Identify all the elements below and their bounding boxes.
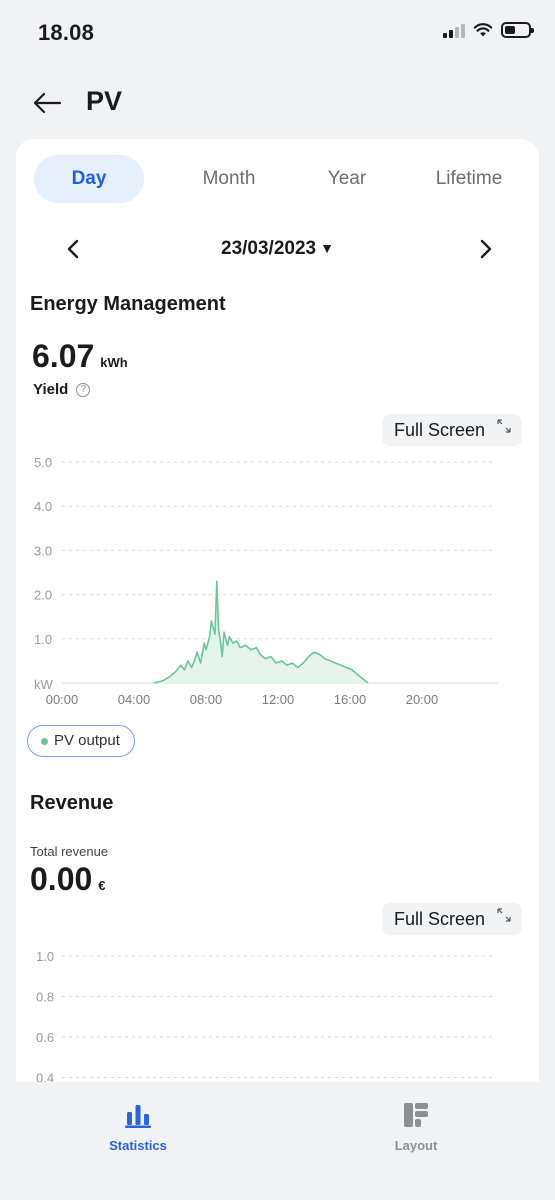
nav-layout-label: Layout — [394, 1138, 438, 1153]
date-picker[interactable]: 23/03/2023 ▼ — [16, 238, 539, 260]
legend-dot — [41, 738, 48, 745]
total-revenue-label: Total revenue — [30, 844, 109, 859]
period-tabs: Day Month Year Lifetime — [34, 155, 524, 203]
status-icons — [443, 22, 534, 38]
battery-icon — [501, 22, 534, 38]
page-title: PV — [86, 86, 123, 116]
chevron-left-icon[interactable] — [58, 233, 90, 265]
wifi-icon — [473, 23, 493, 37]
y-tick-label: 5.0 — [34, 455, 52, 470]
x-tick-label: 08:00 — [190, 692, 223, 707]
x-tick-label: 00:00 — [46, 692, 79, 707]
y-unit-label: kW — [34, 677, 54, 692]
signal-icon — [443, 22, 465, 38]
x-tick-label: 16:00 — [334, 692, 367, 707]
yield-label-row: Yield ? — [33, 381, 91, 398]
y-tick-label: 2.0 — [34, 588, 52, 603]
revenue-chart: 1.0 0.8 0.6 0.4 — [36, 949, 494, 1083]
nav-statistics[interactable]: Statistics — [78, 1100, 198, 1153]
bar-chart-icon — [125, 1105, 151, 1128]
legend-label: PV output — [54, 732, 120, 749]
tab-month[interactable]: Month — [202, 168, 256, 189]
nav-statistics-label: Statistics — [109, 1138, 167, 1153]
fullscreen-label: Full Screen — [394, 420, 486, 440]
tab-year[interactable]: Year — [327, 168, 367, 189]
revenue-unit: € — [98, 878, 106, 893]
yield-label: Yield — [33, 381, 69, 398]
y-tick-label: 0.6 — [36, 1030, 54, 1045]
y-tick-label: 4.0 — [34, 499, 52, 514]
energy-section-title: Energy Management — [30, 293, 226, 315]
tab-day[interactable]: Day — [34, 155, 144, 203]
yield-value: 6.07 — [32, 338, 95, 374]
arrow-left-icon — [33, 92, 62, 114]
series-area-pv-output — [153, 581, 368, 683]
legend-pv-output[interactable]: PV output — [27, 725, 135, 757]
app-header: PV — [0, 80, 555, 124]
y-tick-label: 3.0 — [34, 543, 52, 558]
bottom-navigation: Statistics Layout — [0, 1082, 555, 1200]
date-selector: 23/03/2023 ▼ — [16, 231, 539, 267]
revenue-section-title: Revenue — [30, 792, 114, 814]
yield-value-row: 6.07 kWh — [32, 338, 128, 375]
chevron-right-icon[interactable] — [469, 233, 501, 265]
revenue-fullscreen-button[interactable]: Full Screen — [382, 903, 522, 935]
energy-fullscreen-button[interactable]: Full Screen — [382, 414, 522, 446]
help-icon[interactable]: ? — [76, 382, 91, 397]
statistics-card: Day Month Year Lifetime 23/03/2023 ▼ Ener… — [16, 139, 539, 1082]
nav-layout[interactable]: Layout — [356, 1100, 476, 1153]
y-tick-label: 0.8 — [36, 990, 54, 1005]
back-button[interactable] — [30, 86, 64, 120]
caret-down-icon: ▼ — [320, 240, 334, 256]
expand-icon — [497, 908, 511, 922]
y-tick-label: 1.0 — [34, 632, 52, 647]
revenue-value-row: 0.00 € — [30, 861, 106, 898]
x-tick-label: 12:00 — [262, 692, 295, 707]
series-line-pv-output — [153, 580, 369, 684]
tab-lifetime[interactable]: Lifetime — [435, 168, 503, 189]
status-time: 18.08 — [38, 20, 95, 45]
x-tick-label: 04:00 — [118, 692, 151, 707]
revenue-value: 0.00 — [30, 861, 93, 897]
y-tick-label: 0.4 — [36, 1071, 54, 1083]
status-bar: 18.08 — [0, 0, 555, 66]
fullscreen-label: Full Screen — [394, 909, 486, 929]
layout-icon — [404, 1103, 428, 1127]
expand-icon — [497, 419, 511, 433]
yield-unit: kWh — [100, 355, 128, 370]
date-value: 23/03/2023 — [221, 238, 317, 259]
y-tick-label: 1.0 — [36, 949, 54, 964]
x-tick-label: 20:00 — [406, 692, 439, 707]
